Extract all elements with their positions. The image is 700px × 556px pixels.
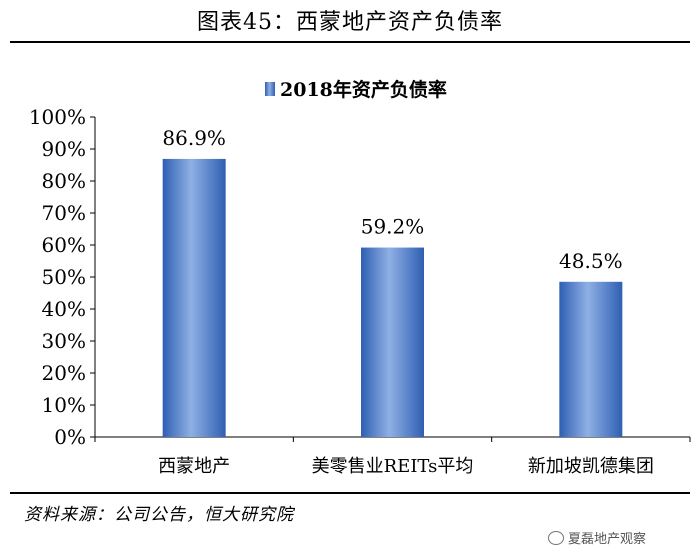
- y-tick-label: 90%: [42, 137, 86, 161]
- y-tick-label: 60%: [42, 233, 86, 257]
- bar-value-label: 59.2%: [361, 215, 425, 239]
- y-axis: 0% 10% 20% 30% 40% 50% 60% 70% 80% 90% 100%: [29, 105, 96, 449]
- bar-chart: 2018年资产负债率 0% 10% 20% 30% 40% 50% 60% 70% 80% 90%…: [29, 78, 691, 477]
- x-tick-label: 西蒙地产: [158, 456, 230, 477]
- y-tick-label: 100%: [29, 105, 86, 129]
- y-tick-label: 20%: [42, 361, 86, 385]
- y-tick-label: 40%: [42, 297, 86, 321]
- legend: 2018年资产负债率: [265, 78, 447, 101]
- y-tick-label: 0%: [54, 425, 86, 449]
- bar-value-label: 86.9%: [162, 126, 226, 150]
- y-tick-label: 10%: [42, 393, 86, 417]
- legend-swatch: [265, 82, 275, 96]
- footer-rule: [10, 492, 690, 494]
- figure-title: 图表45：西蒙地产资产负债率: [197, 10, 503, 35]
- y-tick-label: 50%: [42, 265, 86, 289]
- y-tick-label: 80%: [42, 169, 86, 193]
- bar: [361, 247, 424, 437]
- watermark: 夏磊地产观察: [548, 528, 646, 547]
- x-tick-label: 新加坡凯德集团: [528, 456, 654, 477]
- watermark-label: 夏磊地产观察: [568, 532, 647, 547]
- bars: 86.9% 59.2% 48.5%: [162, 126, 623, 438]
- x-axis: 西蒙地产 美零售业REITs平均 新加坡凯德集团: [94, 436, 691, 477]
- wechat-icon: [548, 530, 564, 545]
- bar-value-label: 48.5%: [559, 249, 623, 273]
- x-tick-label: 美零售业REITs平均: [312, 456, 474, 477]
- title-rule: [10, 41, 690, 43]
- y-tick-label: 70%: [42, 201, 86, 225]
- bar: [162, 158, 226, 438]
- source-note: 资料来源：公司公告，恒大研究院: [24, 505, 294, 525]
- legend-label: 2018年资产负债率: [280, 78, 447, 101]
- bar: [559, 281, 623, 437]
- y-tick-label: 30%: [42, 329, 86, 353]
